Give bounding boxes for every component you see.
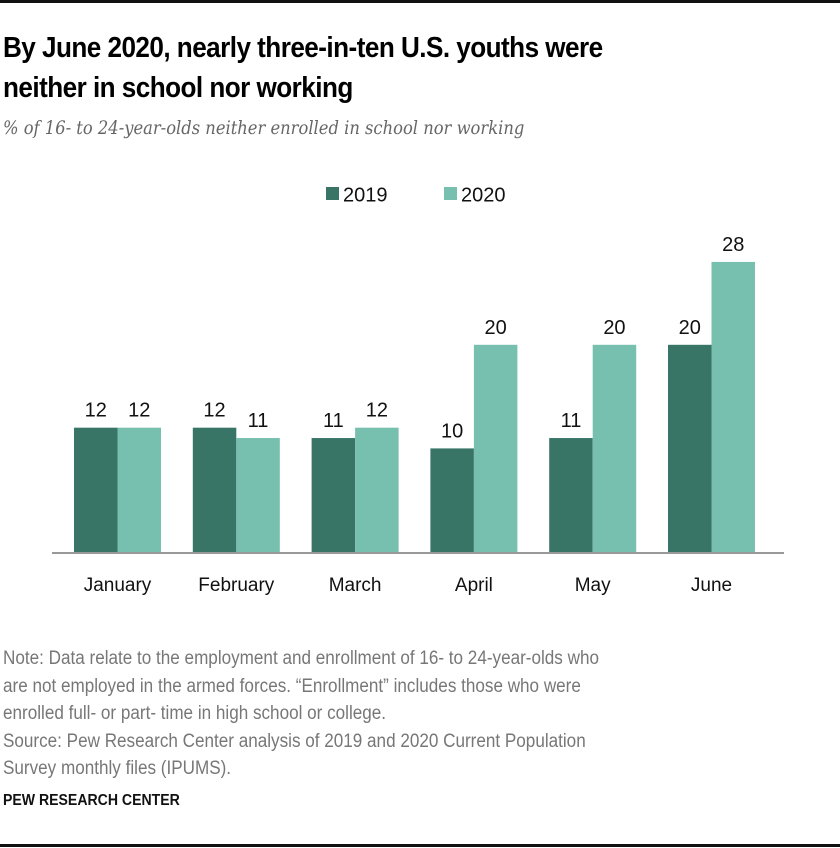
- data-label-2019-march: 11: [323, 410, 344, 432]
- bar-2019-june: [668, 344, 712, 552]
- source-line: Survey monthly files (IPUMS).: [3, 758, 232, 779]
- top-rule: [0, 0, 840, 3]
- bar-2020-june: [711, 261, 755, 552]
- x-tick-label-january: January: [84, 575, 152, 596]
- note-line: enrolled full- or part- time in high sch…: [3, 703, 387, 724]
- bar-2019-april: [430, 448, 474, 552]
- bar-2020-march: [355, 427, 399, 552]
- legend-label-2020: 2020: [461, 185, 506, 207]
- data-label-2019-february: 12: [203, 400, 225, 422]
- title-line-1: By June 2020, nearly three-in-ten U.S. y…: [3, 32, 603, 64]
- chart-note: Note: Data relate to the employment and …: [3, 645, 813, 783]
- data-label-2020-june: 28: [722, 234, 744, 256]
- x-tick-label-may: May: [575, 575, 611, 596]
- bar-2020-february: [236, 438, 280, 552]
- bar-2019-may: [549, 438, 593, 552]
- bottom-rule: [0, 844, 840, 847]
- data-label-2020-march: 12: [366, 400, 388, 422]
- bar-2020-april: [473, 344, 518, 552]
- chart-subtitle: % of 16- to 24-year-olds neither enrolle…: [3, 117, 525, 139]
- data-label-2020-february: 11: [248, 410, 269, 432]
- chart-title: By June 2020, nearly three-in-ten U.S. y…: [3, 28, 831, 108]
- data-label-2020-january: 12: [128, 400, 150, 422]
- x-tick-label-march: March: [329, 575, 382, 596]
- data-label-2019-may: 11: [561, 410, 582, 432]
- data-label-2019-january: 12: [85, 400, 107, 422]
- data-label-2020-may: 20: [603, 317, 625, 339]
- bar-2019-march: [311, 438, 356, 552]
- x-tick-label-june: June: [691, 575, 732, 596]
- x-tick-label-february: February: [198, 575, 275, 596]
- legend-label-2019: 2019: [343, 185, 388, 207]
- data-label-2020-april: 20: [485, 317, 507, 339]
- bar-2020-january: [117, 427, 161, 552]
- data-label-2019-april: 10: [441, 420, 463, 442]
- source-line: Source: Pew Research Center analysis of …: [3, 730, 586, 752]
- legend-swatch-2020: [444, 187, 457, 200]
- title-line-2: neither in school nor working: [3, 72, 353, 104]
- data-label-2019-june: 20: [679, 317, 701, 339]
- note-line: are not employed in the armed forces. “E…: [3, 675, 581, 697]
- bar-2019-january: [74, 427, 118, 552]
- bar-2019-february: [192, 427, 237, 552]
- legend-swatch-2019: [326, 187, 339, 200]
- x-tick-label-april: April: [455, 575, 493, 596]
- brand-label: PEW RESEARCH CENTER: [3, 792, 180, 809]
- note-line: Note: Data relate to the employment and …: [3, 648, 599, 669]
- bar-2020-may: [592, 344, 637, 552]
